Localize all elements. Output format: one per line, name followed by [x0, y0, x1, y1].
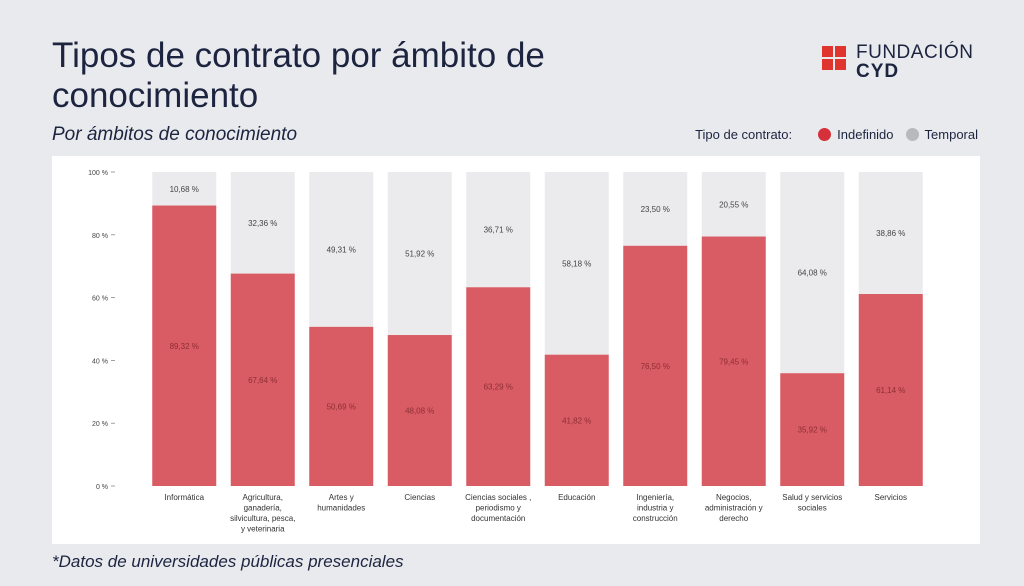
x-category-label: Servicios: [875, 493, 907, 502]
y-tick-label: 0 %: [96, 484, 108, 491]
chart-panel: 0 % 20 % 40 % 60 % 80 % 100 % 10,68 % 89,32 % In…: [52, 156, 980, 544]
bar-temporal: [309, 172, 374, 327]
y-tick-label: 60 %: [92, 296, 108, 303]
data-label-indefinido: 89,32 %: [170, 342, 199, 351]
page-title: Tipos de contrato por ámbito de conocimi…: [52, 36, 545, 115]
x-category-label: Agricultura, ganadería, silvicultura, pesc…: [230, 493, 295, 534]
bar-temporal: [387, 172, 452, 336]
x-category-label: Informática: [164, 493, 204, 502]
x-category-label: Artes y humanidades: [317, 493, 365, 513]
data-label-indefinido: 67,64 %: [248, 376, 277, 385]
bar-indefinido: [623, 245, 688, 486]
data-label-temporal: 64,08 %: [798, 269, 827, 278]
legend-item-indefinido: Indefinido: [818, 127, 894, 142]
y-tick-label: 100 %: [88, 170, 108, 177]
footnote: *Datos de universidades públicas presenc…: [52, 552, 404, 571]
legend-title: Tipo de contrato:: [695, 127, 793, 142]
data-label-temporal: 58,18 %: [562, 259, 591, 268]
bar-temporal: [466, 172, 531, 288]
data-label-temporal: 49,31 %: [327, 245, 356, 254]
data-label-temporal: 10,68 %: [170, 185, 199, 194]
bar-temporal: [701, 172, 766, 237]
bar-temporal: [230, 172, 295, 274]
bar-indefinido: [858, 294, 923, 486]
y-tick-label: 20 %: [92, 421, 108, 428]
bar-temporal: [544, 172, 609, 355]
x-category-label: Ciencias: [404, 493, 435, 502]
data-label-indefinido: 48,08 %: [405, 407, 434, 416]
x-category-label: Ingeniería, industria y construcción: [633, 493, 678, 523]
x-category-label: Salud y servicios sociales: [782, 493, 842, 513]
data-label-indefinido: 63,29 %: [484, 383, 513, 392]
data-label-indefinido: 76,50 %: [641, 362, 670, 371]
y-tick-label: 40 %: [92, 358, 108, 365]
x-category-label: Educación: [558, 493, 595, 502]
logo-mark-icon: [822, 46, 848, 72]
data-label-indefinido: 50,69 %: [327, 402, 356, 411]
data-label-indefinido: 41,82 %: [562, 416, 591, 425]
legend-label-indefinido: Indefinido: [837, 127, 894, 142]
data-label-indefinido: 61,14 %: [876, 386, 905, 395]
bar-indefinido: [701, 236, 766, 486]
bar-indefinido: [387, 335, 452, 486]
data-label-temporal: 36,71 %: [484, 226, 513, 235]
data-label-temporal: 23,50 %: [641, 205, 670, 214]
legend-label-temporal: Temporal: [924, 127, 978, 142]
bar-temporal: [780, 172, 845, 374]
legend-dot-indefinido-icon: [818, 128, 832, 141]
bar-temporal: [152, 172, 217, 206]
bar-indefinido: [152, 205, 217, 486]
y-tick-label: 80 %: [92, 233, 108, 240]
data-label-temporal: 20,55 %: [719, 200, 748, 209]
bar-indefinido: [230, 273, 295, 486]
legend-dot-temporal-icon: [905, 128, 919, 141]
bar-indefinido: [544, 354, 609, 486]
data-label-indefinido: 35,92 %: [798, 426, 827, 435]
legend-item-temporal: Temporal: [905, 127, 978, 142]
data-label-temporal: 38,86 %: [876, 229, 905, 238]
x-category-label: Negocios, administración y derecho: [705, 493, 763, 523]
x-category-label: Ciencias sociales , periodismo y documenta…: [465, 493, 531, 523]
chart-legend: Tipo de contrato: Indefinido Temporal: [695, 127, 978, 142]
fundacion-cyd-logo: FUNDACIÓN CYD: [822, 42, 992, 82]
page-subtitle: Por ámbitos de conocimiento: [52, 124, 298, 145]
logo-text-cyd: CYD: [856, 61, 900, 82]
data-label-temporal: 51,92 %: [405, 250, 434, 259]
bar-temporal: [858, 172, 923, 295]
bar-indefinido: [780, 373, 845, 486]
stacked-bar-chart: 0 % 20 % 40 % 60 % 80 % 100 % 10,68 % 89,32 % In…: [88, 170, 923, 534]
data-label-indefinido: 79,45 %: [719, 357, 748, 366]
bar-indefinido: [309, 326, 374, 486]
bar-temporal: [623, 172, 688, 246]
logo-text-fundacion: FUNDACIÓN: [856, 42, 974, 63]
bar-indefinido: [466, 287, 531, 486]
data-label-temporal: 32,36 %: [248, 219, 277, 228]
